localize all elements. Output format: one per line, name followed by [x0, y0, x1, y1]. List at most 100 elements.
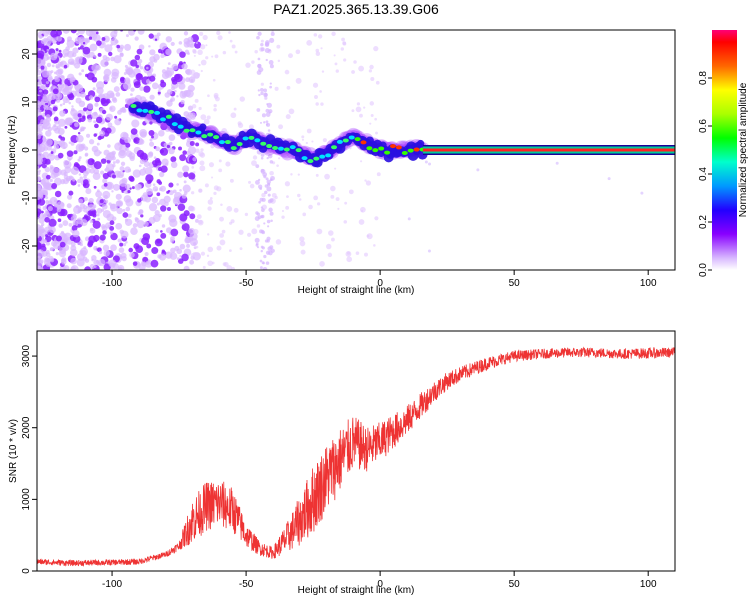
noise-blob [136, 149, 145, 158]
snr-xtick-label: -50 [239, 579, 254, 590]
noise-blob [183, 89, 191, 97]
noise-blob [128, 175, 134, 182]
ridge-peak [277, 146, 284, 151]
snr-ytick-label: 0 [21, 568, 32, 574]
noise-blob [78, 36, 86, 44]
noise-blob [375, 80, 380, 85]
ridge-peak [401, 151, 408, 156]
noise-blob [263, 96, 268, 100]
spectrogram-xtick-label: 50 [509, 278, 521, 289]
noise-blob [134, 183, 142, 191]
noise-blob [321, 70, 325, 73]
noise-blob [46, 62, 52, 68]
noise-blob [169, 218, 178, 228]
artifact-blob [265, 58, 268, 62]
noise-blob [96, 86, 104, 95]
noise-blob [45, 114, 51, 119]
noise-blob [229, 39, 233, 43]
noise-blob [118, 266, 123, 270]
noise-blob [77, 184, 81, 187]
ridge-peak [319, 154, 326, 159]
noise-blob [77, 158, 81, 162]
noise-blob [37, 166, 40, 171]
noise-blob [144, 166, 153, 175]
noise-blob [168, 147, 175, 155]
noise-blob [57, 152, 64, 159]
noise-blob [92, 204, 97, 209]
artifact-blob [270, 219, 273, 222]
ridge-peak [236, 142, 243, 147]
noise-blob [124, 103, 129, 108]
noise-blob [211, 176, 214, 179]
noise-blob [165, 36, 173, 43]
noise-blob [363, 106, 366, 109]
noise-blob [40, 65, 45, 70]
artifact-blob [259, 121, 263, 124]
artifact-blob [268, 60, 274, 65]
noise-blob [231, 44, 236, 49]
noise-blob [46, 145, 52, 151]
noise-blob [148, 45, 151, 48]
noise-blob [70, 30, 77, 34]
noise-blob [110, 232, 118, 241]
noise-blob [226, 131, 229, 134]
noise-blob [133, 138, 137, 143]
noise-blob [70, 141, 75, 146]
noise-blob [237, 122, 244, 129]
noise-blob [96, 64, 100, 69]
noise-blob [207, 260, 213, 267]
ridge-peak [301, 156, 308, 161]
noise-blob [57, 218, 62, 223]
noise-blob [132, 261, 138, 266]
noise-blob [144, 251, 149, 257]
noise-blob [63, 146, 66, 149]
noise-blob [157, 166, 163, 172]
artifact-blob [258, 200, 261, 204]
noise-blob [148, 151, 154, 157]
noise-blob [158, 181, 163, 185]
spectrogram-xtick-label: 0 [377, 278, 383, 289]
noise-blob [65, 117, 74, 126]
noise-blob [52, 88, 59, 95]
noise-blob [151, 135, 154, 139]
colorbar: 0.0 0.2 0.4 0.6 0.8 Normalized spectral ampl… [698, 30, 749, 277]
noise-blob [207, 94, 210, 98]
noise-blob [170, 97, 176, 102]
artifact-blob [258, 93, 261, 97]
noise-blob [120, 76, 125, 82]
noise-blob [64, 125, 68, 129]
noise-blob [110, 37, 118, 46]
ridge-peak [159, 117, 166, 122]
artifact-blob [260, 42, 264, 47]
noise-blob [113, 55, 122, 64]
spectrogram-ytick-label: 10 [21, 96, 32, 108]
noise-blob [114, 118, 122, 126]
noise-blob [330, 185, 336, 192]
noise-blob [141, 261, 147, 267]
noise-blob [285, 114, 291, 120]
noise-blob [191, 74, 196, 80]
ridge-peak [254, 138, 261, 143]
noise-blob [278, 124, 284, 130]
noise-blob [217, 35, 223, 41]
noise-blob [58, 83, 61, 87]
artifact-blob [260, 206, 263, 209]
noise-blob [59, 110, 66, 117]
ridge-peak [248, 135, 255, 140]
noise-blob [156, 192, 161, 197]
noise-blob [50, 172, 57, 179]
noise-blob [42, 151, 49, 159]
noise-blob [56, 201, 65, 210]
colorbar-tick-label: 0.6 [698, 119, 709, 133]
noise-blob [166, 100, 173, 107]
artifact-blob [266, 186, 272, 192]
noise-blob [330, 194, 335, 199]
noise-blob [118, 144, 128, 153]
ridge-peak [213, 135, 220, 140]
noise-blob [178, 146, 182, 151]
noise-blob [101, 42, 105, 46]
noise-blob [187, 146, 197, 155]
noise-blob [88, 36, 93, 40]
noise-blob [124, 218, 129, 222]
